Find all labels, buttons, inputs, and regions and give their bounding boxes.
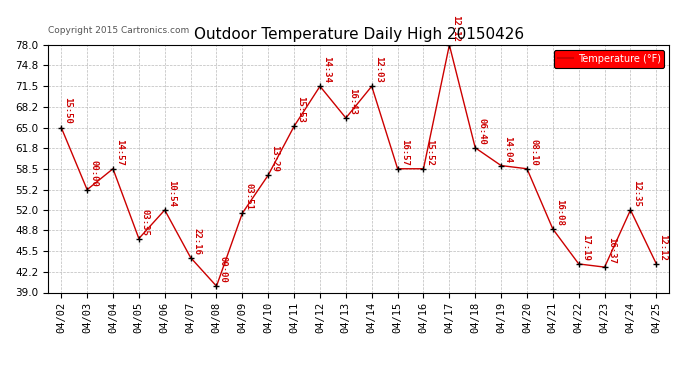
Text: 12:03: 12:03 [374, 56, 383, 83]
Text: 06:40: 06:40 [477, 118, 486, 145]
Text: 22:16: 22:16 [193, 228, 201, 254]
Text: 14:57: 14:57 [115, 139, 124, 166]
Text: 00:00: 00:00 [89, 160, 98, 186]
Text: 14:34: 14:34 [322, 56, 331, 83]
Text: 12:35: 12:35 [633, 180, 642, 207]
Text: 12:12: 12:12 [451, 15, 460, 42]
Text: 15:52: 15:52 [426, 139, 435, 166]
Text: 16:43: 16:43 [348, 88, 357, 115]
Text: 00:00: 00:00 [219, 256, 228, 283]
Text: 16:37: 16:37 [607, 237, 615, 264]
Text: 16:57: 16:57 [400, 139, 408, 166]
Legend: Temperature (°F): Temperature (°F) [554, 50, 664, 68]
Text: 13:29: 13:29 [270, 145, 279, 172]
Text: 12:12: 12:12 [658, 234, 667, 261]
Text: Copyright 2015 Cartronics.com: Copyright 2015 Cartronics.com [48, 26, 190, 35]
Text: 03:35: 03:35 [141, 209, 150, 236]
Text: 03:51: 03:51 [244, 183, 253, 210]
Text: 17:19: 17:19 [581, 234, 590, 261]
Text: 14:04: 14:04 [503, 135, 512, 162]
Text: 15:50: 15:50 [63, 98, 72, 124]
Title: Outdoor Temperature Daily High 20150426: Outdoor Temperature Daily High 20150426 [194, 27, 524, 42]
Text: 08:10: 08:10 [529, 139, 538, 166]
Text: 10:54: 10:54 [167, 180, 176, 207]
Text: 16:08: 16:08 [555, 199, 564, 226]
Text: 15:53: 15:53 [296, 96, 305, 123]
